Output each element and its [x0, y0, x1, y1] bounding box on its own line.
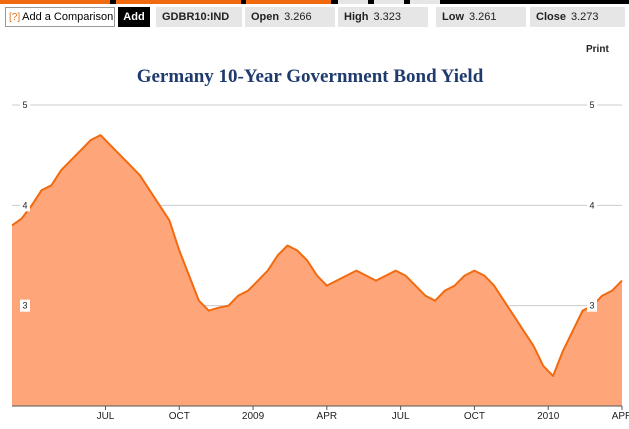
x-tick-label: 2010 [537, 411, 560, 422]
open-value: 3.266 [284, 11, 312, 23]
axis-layer: 3 3 4 4 5 5 JUL OCT 2009 APR JUL OCT 2010 APR [12, 99, 629, 422]
high-quote: High 3.323 [338, 7, 428, 27]
quote-toolbar: [?] Add a Comparison Add GDBR10:IND Open… [0, 4, 629, 30]
close-quote: Close 3.273 [530, 7, 625, 27]
yield-area [12, 135, 622, 406]
low-value: 3.261 [469, 11, 497, 23]
y-tick-label-left: 5 [22, 100, 27, 110]
x-tick-label: OCT [464, 411, 485, 422]
y-tick-bg-left [20, 299, 30, 312]
close-label: Close [536, 11, 566, 23]
y-tick-label-right: 3 [589, 301, 594, 311]
strip-segment-orange-2 [116, 0, 241, 4]
x-tick-label: OCT [169, 411, 190, 422]
strip-segment-orange-1 [0, 0, 110, 4]
top-color-strip [0, 0, 629, 4]
help-icon[interactable]: [?] [9, 11, 21, 23]
ticker-label: GDBR10:IND [156, 7, 242, 27]
y-tick-label-right: 5 [589, 100, 594, 110]
x-tick-label: APR [612, 411, 629, 422]
y-tick-label-left: 3 [22, 301, 27, 311]
print-link[interactable]: Print [586, 44, 609, 55]
strip-segment-grey-2 [374, 0, 404, 4]
open-label: Open [251, 11, 280, 23]
y-tick-bg-left [20, 199, 30, 212]
y-tick-bg-right [587, 99, 597, 112]
close-value: 3.273 [570, 11, 599, 23]
plot-layer [11, 134, 623, 406]
y-tick-label-right: 4 [589, 200, 594, 210]
y-tick-bg-right [587, 199, 597, 212]
open-quote: Open 3.266 [245, 7, 335, 27]
add-comparison-label: Add a Comparison [22, 11, 114, 23]
high-value: 3.323 [373, 11, 401, 23]
high-label: High [344, 11, 369, 23]
add-comparison-field[interactable]: [?] Add a Comparison [5, 7, 115, 27]
y-tick-bg-right [587, 299, 597, 312]
y-tick-label-left: 4 [22, 200, 27, 210]
add-button[interactable]: Add [118, 7, 150, 27]
yield-line [11, 134, 623, 377]
y-tick-bg-left [20, 99, 30, 112]
chart-title: Germany 10-Year Government Bond Yield [137, 66, 484, 87]
low-quote: Low 3.261 [436, 7, 526, 27]
x-tick-label: APR [317, 411, 338, 422]
low-label: Low [442, 11, 464, 23]
strip-segment-grey-3 [410, 0, 440, 4]
x-tick-label: JUL [97, 411, 115, 422]
x-tick-label: 2009 [242, 411, 265, 422]
x-tick-label: JUL [392, 411, 410, 422]
strip-segment-grey-1 [338, 0, 368, 4]
strip-segment-orange-3 [246, 0, 331, 4]
